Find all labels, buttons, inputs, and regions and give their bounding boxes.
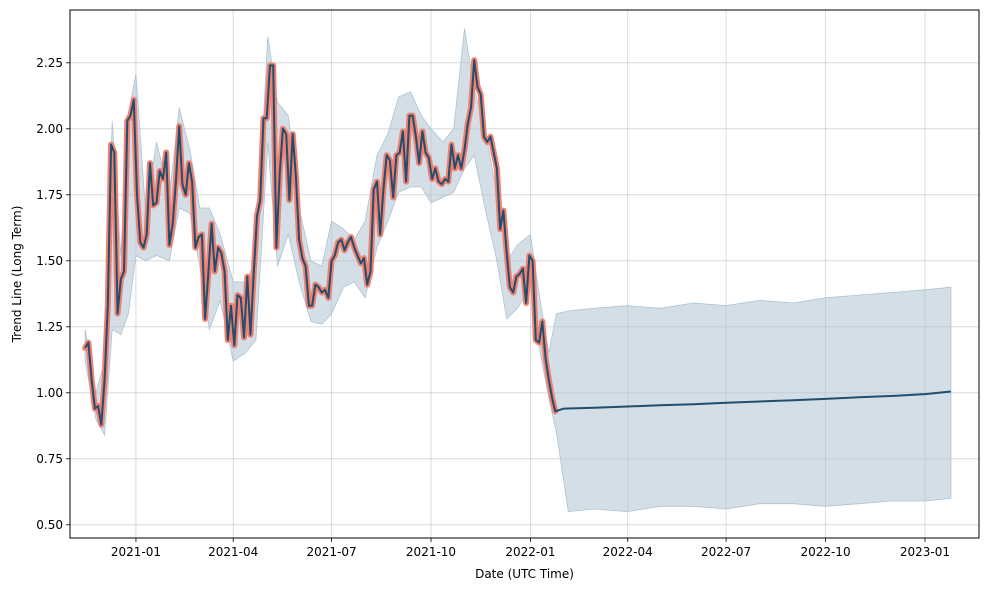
x-tick-label: 2021-01 (111, 545, 161, 559)
y-tick-label: 0.75 (36, 452, 63, 466)
y-tick-label: 1.50 (36, 254, 63, 268)
y-tick-label: 2.25 (36, 56, 63, 70)
x-tick-label: 2021-10 (406, 545, 456, 559)
y-tick-label: 1.00 (36, 386, 63, 400)
x-axis-label: Date (UTC Time) (475, 567, 574, 581)
y-tick-label: 1.75 (36, 188, 63, 202)
y-tick-label: 2.00 (36, 122, 63, 136)
x-tick-label: 2022-04 (603, 545, 653, 559)
series-layer (82, 57, 951, 428)
y-axis-label: Trend Line (Long Term) (10, 206, 24, 344)
y-tick-label: 0.50 (36, 518, 63, 532)
x-tick-label: 2023-01 (900, 545, 950, 559)
x-tick-label: 2021-07 (306, 545, 356, 559)
x-tick-label: 2022-10 (800, 545, 850, 559)
y-axis: 0.50 0.75 1.00 1.25 1.50 1.75 2.00 2.25 (36, 56, 70, 532)
x-tick-label: 2022-07 (701, 545, 751, 559)
trend-line (84, 59, 951, 426)
x-tick-label: 2021-04 (208, 545, 258, 559)
plot-frame (69, 9, 980, 539)
x-axis: 2021-01 2021-04 2021-07 2021-10 2022-01 2022-… (111, 538, 950, 559)
y-tick-label: 1.25 (36, 320, 63, 334)
x-tick-label: 2022-01 (505, 545, 555, 559)
